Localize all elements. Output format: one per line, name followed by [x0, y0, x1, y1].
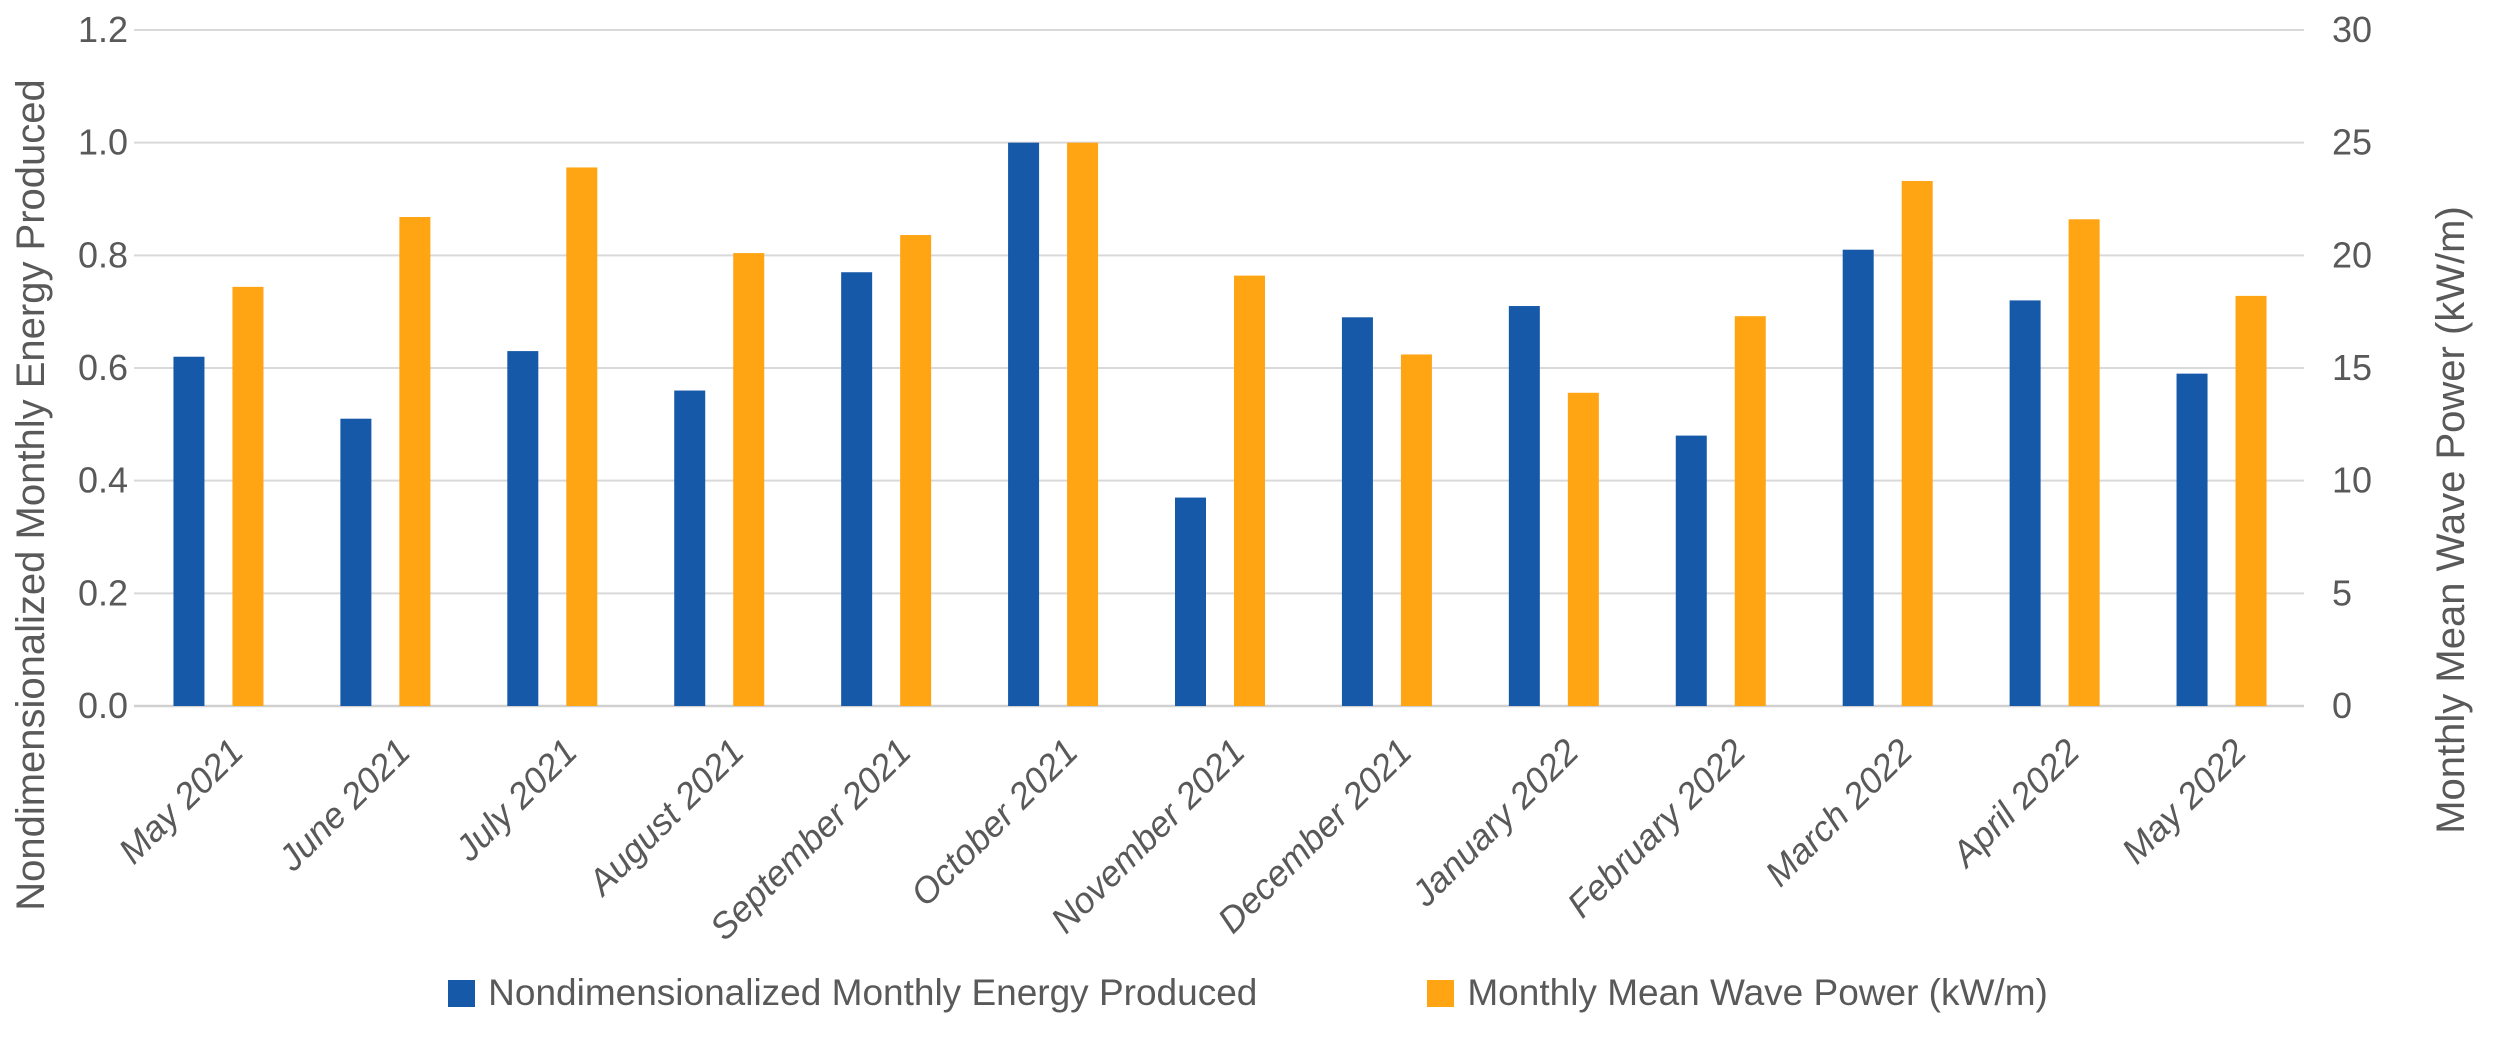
bar-wave-power-july-2021: [566, 167, 598, 706]
bar-wave-power-may-2021: [232, 286, 264, 706]
x-axis-label: October 2021: [902, 731, 1085, 914]
x-axis-label: July 2021: [446, 731, 585, 870]
x-axis-label: April 2022: [1942, 731, 2087, 876]
x-axis-label: March 2022: [1757, 731, 1920, 894]
bar-energy-august-2021: [674, 390, 706, 706]
legend-item-wave-power: Monthly Mean Wave Power (kW/m): [1427, 972, 2048, 1014]
legend-label-energy: Nondimensionalized Monthly Energy Produc…: [488, 972, 1258, 1013]
bar-wave-power-december-2021: [1400, 354, 1432, 706]
left-axis-tick: 0.8: [78, 234, 128, 275]
legend-swatch-wave-power-icon: [1427, 979, 1455, 1007]
legend-swatch-energy-icon: [448, 979, 476, 1007]
left-axis-title: Nondimensionalized Monthly Energy Produc…: [9, 79, 53, 911]
bar-energy-december-2021: [1341, 317, 1373, 706]
bar-wave-power-may-2022: [2235, 295, 2267, 706]
right-axis-tick: 25: [2332, 122, 2372, 163]
x-axis-label: May 2021: [110, 731, 251, 872]
right-axis-tick: 0: [2332, 685, 2352, 726]
legend-item-energy: Nondimensionalized Monthly Energy Produc…: [448, 972, 1257, 1014]
right-axis-tick: 30: [2332, 9, 2372, 50]
bar-energy-january-2022: [1508, 306, 1540, 706]
x-axis-label: May 2022: [2113, 731, 2254, 872]
left-axis-tick: 0.4: [78, 460, 128, 501]
right-axis-tick: 20: [2332, 234, 2372, 275]
bar-energy-may-2022: [2176, 373, 2208, 706]
left-axis-tick: 1.2: [78, 9, 128, 50]
bar-wave-power-october-2021: [1067, 142, 1099, 706]
right-axis-tick: 5: [2332, 572, 2352, 613]
left-axis-tick: 0.2: [78, 572, 128, 613]
left-axis-tick: 0.6: [78, 347, 128, 388]
bar-energy-february-2022: [1675, 435, 1707, 706]
bar-energy-november-2021: [1175, 497, 1206, 706]
right-axis-tick: 10: [2332, 460, 2372, 501]
x-axis-label: August 2021: [579, 731, 752, 904]
bar-wave-power-november-2021: [1234, 275, 1265, 706]
bar-wave-power-january-2022: [1567, 392, 1599, 706]
right-axis-title: Monthly Mean Wave Power (kW/m): [2429, 206, 2473, 834]
right-axis-tick: 15: [2332, 347, 2372, 388]
bar-energy-may-2021: [173, 356, 205, 706]
x-axis-label: February 2022: [1559, 731, 1754, 926]
bar-wave-power-march-2022: [1901, 180, 1933, 706]
bar-energy-march-2022: [1842, 249, 1874, 706]
bar-wave-power-june-2021: [399, 217, 431, 706]
bar-wave-power-august-2021: [733, 253, 765, 706]
chart-legend: Nondimensionalized Monthly Energy Produc…: [0, 972, 2496, 1014]
bar-wave-power-april-2022: [2068, 219, 2100, 706]
bar-wave-power-september-2021: [900, 235, 932, 706]
bar-energy-june-2021: [340, 418, 372, 706]
bar-energy-july-2021: [507, 351, 539, 706]
bar-energy-september-2021: [841, 272, 873, 706]
left-axis-tick: 1.0: [78, 122, 128, 163]
left-axis-tick: 0.0: [78, 685, 128, 726]
bar-energy-april-2022: [2009, 300, 2041, 706]
x-axis-label: June 2021: [269, 731, 418, 880]
x-axis-label: January 2022: [1403, 731, 1587, 915]
bar-wave-power-february-2022: [1734, 316, 1766, 706]
legend-label-wave-power: Monthly Mean Wave Power (kW/m): [1467, 972, 2048, 1013]
bar-energy-october-2021: [1008, 142, 1040, 706]
